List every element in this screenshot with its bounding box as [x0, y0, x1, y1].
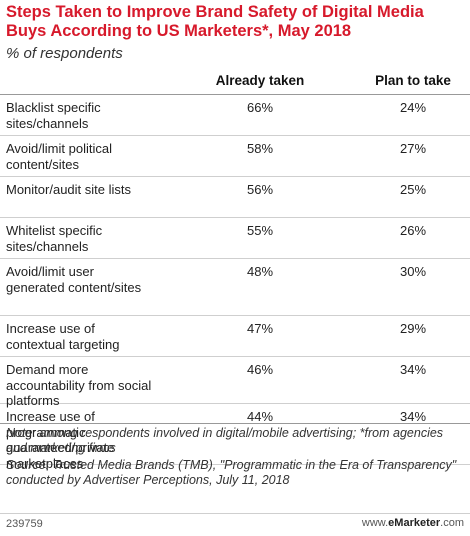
cell-plan-to-take: 34%	[399, 362, 427, 377]
chart-subtitle: % of respondents	[6, 45, 123, 62]
cell-already-taken: 46%	[246, 362, 274, 377]
chart-footer: Note: among respondents involved in digi…	[0, 423, 470, 488]
table-row: Whitelist specific sites/channels 55% 26%	[0, 218, 470, 259]
row-label: Demand more accountability from social p…	[6, 362, 152, 408]
table-row: Demand more accountability from social p…	[0, 357, 470, 408]
cell-already-taken: 47%	[246, 321, 274, 336]
footer-bar: 239759 www.eMarketer.com	[0, 513, 470, 536]
cell-already-taken: 55%	[246, 223, 274, 238]
table-row: Monitor/audit site lists 56% 25%	[0, 177, 470, 218]
cell-plan-to-take: 26%	[399, 223, 427, 238]
cell-plan-to-take: 30%	[399, 264, 427, 279]
brand-name: eMarketer	[388, 517, 441, 529]
cell-plan-to-take: 34%	[399, 409, 427, 424]
table-row: Increase use of programmatic guaranteed/…	[0, 404, 470, 471]
cell-plan-to-take: 29%	[399, 321, 427, 336]
table-row: Avoid/limit political content/sites 58% 27…	[0, 136, 470, 177]
cell-already-taken: 44%	[246, 409, 274, 424]
row-label: Blacklist specific sites/channels	[6, 100, 101, 131]
table-row: Blacklist specific sites/channels 66% 24%	[0, 95, 470, 136]
row-label: Increase use of programmatic guaranteed/…	[6, 409, 115, 471]
footnote: Note: among respondents involved in digi…	[6, 426, 444, 455]
row-label: Avoid/limit user generated content/sites	[6, 264, 142, 295]
column-header-already-taken: Already taken	[215, 73, 305, 88]
table-header: Already taken Plan to take	[0, 68, 470, 95]
cell-plan-to-take: 25%	[399, 182, 427, 197]
table-row: Avoid/limit user generated content/sites…	[0, 259, 470, 316]
column-header-plan-to-take: Plan to take	[375, 73, 451, 88]
cell-plan-to-take: 27%	[399, 141, 427, 156]
chart-id: 239759	[6, 518, 43, 530]
cell-plan-to-take: 24%	[399, 100, 427, 115]
cell-already-taken: 58%	[246, 141, 274, 156]
row-label: Whitelist specific sites/channels	[6, 223, 103, 254]
brand-prefix: www.	[361, 517, 389, 529]
chart-title: Steps Taken to Improve Brand Safety of D…	[6, 3, 424, 40]
cell-already-taken: 56%	[246, 182, 274, 197]
brand-suffix: .com	[440, 517, 464, 529]
brand-url[interactable]: www.eMarketer.com	[362, 517, 464, 529]
data-table: Already taken Plan to take Blacklist spe…	[0, 68, 470, 471]
row-label: Avoid/limit political content/sites	[6, 141, 112, 172]
row-label: Increase use of contextual targeting	[6, 321, 120, 352]
table-row: Increase use of contextual targeting 47% 2…	[0, 316, 470, 357]
source-note: Source: Trusted Media Brands (TMB), "Pro…	[6, 458, 457, 487]
row-label: Monitor/audit site lists	[6, 182, 131, 197]
cell-already-taken: 66%	[246, 100, 274, 115]
table-body: Blacklist specific sites/channels 66% 24% A…	[0, 95, 470, 471]
cell-already-taken: 48%	[246, 264, 274, 279]
